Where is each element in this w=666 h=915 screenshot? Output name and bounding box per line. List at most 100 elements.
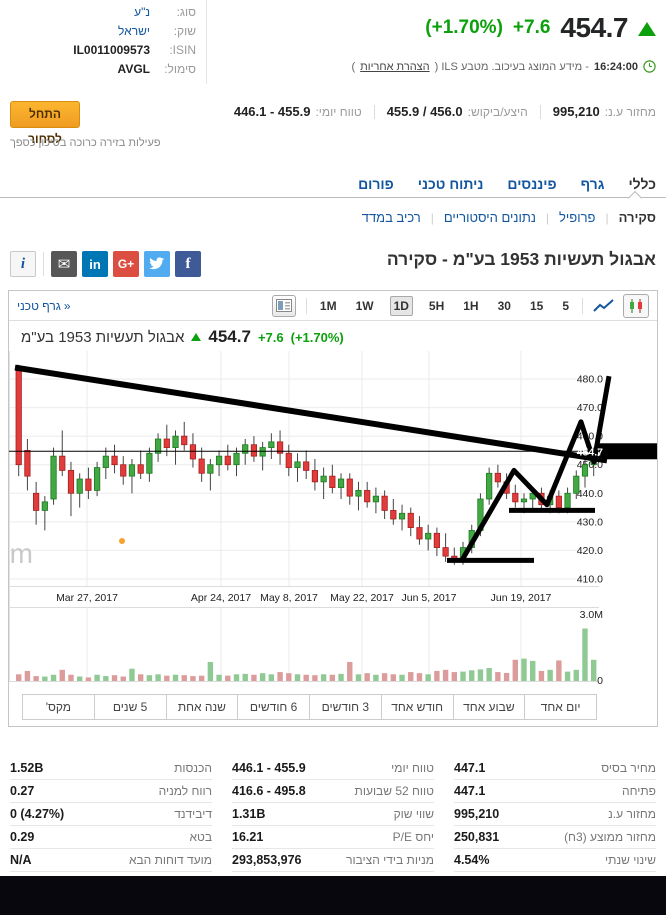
row-value: 447.1 (454, 784, 486, 798)
subtab-index-component[interactable]: רכיב במדד (361, 210, 421, 225)
row-label: הכנסות (174, 761, 212, 775)
sub-tabs: סקירה | פרופיל | נתונים היסטוריים | רכיב… (362, 210, 656, 225)
summary-col-middle: טווח יומי 446.1 - 455.9 טווח 52 שבועות 416… (232, 757, 434, 872)
range-1-day[interactable]: יום אחד (524, 694, 597, 720)
chevron-right-icon: » (63, 298, 71, 313)
summary-col-right: מחיר בסיס 447.1 פתיחה 447.1 מחזור ע.נ 995,2… (454, 757, 656, 872)
meta-row-type: סוג: נ"ע (0, 2, 196, 21)
row-value: 0.27 (10, 784, 35, 798)
twitter-bird-icon (149, 257, 165, 270)
stat-label: היצע/ביקוש: (467, 104, 528, 119)
divider (582, 297, 583, 314)
table-row: פתיחה 447.1 (454, 780, 656, 803)
tab-financials[interactable]: פיננסים (507, 176, 557, 192)
twitter-share-icon[interactable] (144, 251, 170, 277)
line-chart-type-icon[interactable] (593, 298, 615, 314)
row-value: 446.1 - 455.9 (232, 761, 306, 775)
price-up-arrow-icon (638, 22, 656, 36)
tab-general[interactable]: כללי (628, 176, 656, 192)
subtab-profile[interactable]: פרופיל (559, 210, 596, 225)
row-label: שינוי שנתי (605, 853, 656, 867)
technical-chart-link[interactable]: גרף טכני » (17, 299, 71, 313)
price-change-percent: (+1.70%) (425, 17, 503, 38)
row-value: 250,831 (454, 830, 500, 844)
meta-value-isin: IL0011009573 (73, 42, 150, 57)
subtab-overview[interactable]: סקירה (618, 210, 656, 225)
googleplus-share-icon[interactable]: G+ (113, 251, 139, 277)
svg-text:investing.com: investing.com (9, 538, 33, 569)
subtab-historical-data[interactable]: נתונים היסטוריים (443, 210, 536, 225)
meta-value-symbol: AVGL (117, 61, 150, 76)
timeframe-1w[interactable]: 1W (355, 298, 374, 313)
range-1-month[interactable]: חודש אחד (380, 694, 454, 720)
divider: | (545, 210, 550, 225)
timeframe-1m[interactable]: 1M (319, 298, 337, 313)
range-6-months[interactable]: 6 חודשים (237, 694, 310, 720)
timeframe-1h[interactable]: 1H (463, 298, 479, 313)
facebook-share-icon[interactable]: f (175, 251, 201, 277)
range-1-week[interactable]: שבוע אחד (452, 694, 526, 720)
row-label: שווי שוק (393, 807, 434, 821)
row-label: פתיחה (622, 784, 656, 798)
info-icon[interactable]: i (10, 251, 36, 277)
meta-value-type-link[interactable]: נ"ע (134, 4, 150, 19)
range-max[interactable]: מקס' (22, 694, 95, 720)
row-value: N/A (10, 853, 32, 867)
row-value: 416.6 - 495.8 (232, 784, 306, 798)
candlestick-chart[interactable]: 480.0470.0460.0450.0440.0430.0420.0410.0… (9, 351, 657, 691)
chart-range-buttons: יום אחד שבוע אחד חודש אחד 3 חודשים 6 חוד… (22, 694, 597, 720)
row-value: 1.52B (10, 761, 44, 775)
table-row: בטא 0.29 (10, 826, 212, 849)
meta-label: סימול: (164, 61, 196, 76)
row-value: 293,853,976 (232, 853, 302, 867)
row-label: מועד דוחות הבא (128, 853, 212, 867)
meta-value-market-link[interactable]: ישראל (118, 23, 150, 38)
row-label: רווח למניה (158, 784, 212, 798)
risk-disclaimer-note: פעילות בזירה כרוכה בסיכון כספך (10, 137, 161, 149)
meta-label: ISIN: (169, 42, 196, 57)
range-5-years[interactable]: 5 שנים (93, 694, 167, 720)
svg-text:Jun 5, 2017: Jun 5, 2017 (402, 592, 457, 604)
table-row: מחיר בסיס 447.1 (454, 757, 656, 780)
table-row: טווח יומי 446.1 - 455.9 (232, 757, 434, 780)
divider (43, 252, 44, 276)
tab-forum[interactable]: פורום (358, 176, 394, 192)
summary-col-left: הכנסות 1.52B רווח למניה 0.27 דיבידנד 0 (4.2… (10, 757, 212, 872)
stat-day-range: טווח יומי: 446.1 - 455.9 (234, 104, 362, 119)
table-row: שינוי שנתי 4.54% (454, 849, 656, 872)
svg-text:3.0M: 3.0M (580, 609, 603, 621)
table-row: מחזור ממוצע (3ח) 250,831 (454, 826, 656, 849)
timeframe-15[interactable]: 15 (529, 298, 544, 313)
svg-text:480.0: 480.0 (577, 374, 603, 386)
svg-text:Mar 27, 2017: Mar 27, 2017 (56, 592, 118, 604)
timeframe-5h[interactable]: 5H (428, 298, 445, 313)
timeframe-1d[interactable]: 1D (389, 295, 413, 316)
row-label: יחס P/E (392, 830, 434, 844)
table-row: שווי שוק 1.31B (232, 803, 434, 826)
candlestick-chart-type-icon[interactable] (623, 293, 649, 318)
disclaimer-link[interactable]: הצהרת אחריות (360, 60, 430, 73)
timeframe-30[interactable]: 30 (497, 298, 511, 313)
chart-change: +7.6 (257, 329, 284, 345)
paren-close: ) (351, 60, 356, 73)
linkedin-share-icon[interactable]: in (82, 251, 108, 277)
start-trading-button[interactable]: התחל לסחור (10, 101, 80, 146)
stat-label: מחזור ע.נ: (604, 104, 656, 119)
tab-chart[interactable]: גרף (580, 176, 605, 192)
chart-header: אבגול תעשיות 1953 בע"מ 454.7 +7.6 (+1.70… (9, 321, 657, 349)
row-label: מניות בידי הציבור (346, 853, 434, 867)
chart-panel: גרף טכני » 1M 1W 1D 5H 1H 30 15 5 (8, 290, 658, 727)
news-panel-icon[interactable] (271, 294, 296, 317)
row-label: מחזור ממוצע (3ח) (564, 830, 656, 844)
row-value: 0.29 (10, 830, 35, 844)
email-share-icon[interactable]: ✉ (51, 251, 77, 277)
chart-toolbar: גרף טכני » 1M 1W 1D 5H 1H 30 15 5 (9, 291, 657, 321)
range-3-months[interactable]: 3 חודשים (309, 694, 382, 720)
svg-text:Apr 24, 2017: Apr 24, 2017 (191, 592, 251, 604)
timeframe-5[interactable]: 5 (562, 298, 569, 313)
stat-volume: מחזור ע.נ: 995,210 (553, 104, 656, 119)
stat-value: 455.9 / 456.0 (386, 104, 463, 119)
tab-technical[interactable]: ניתוח טכני (417, 176, 484, 192)
range-1-year[interactable]: שנה אחת (165, 694, 239, 720)
svg-text:454.7: 454.7 (577, 446, 603, 458)
